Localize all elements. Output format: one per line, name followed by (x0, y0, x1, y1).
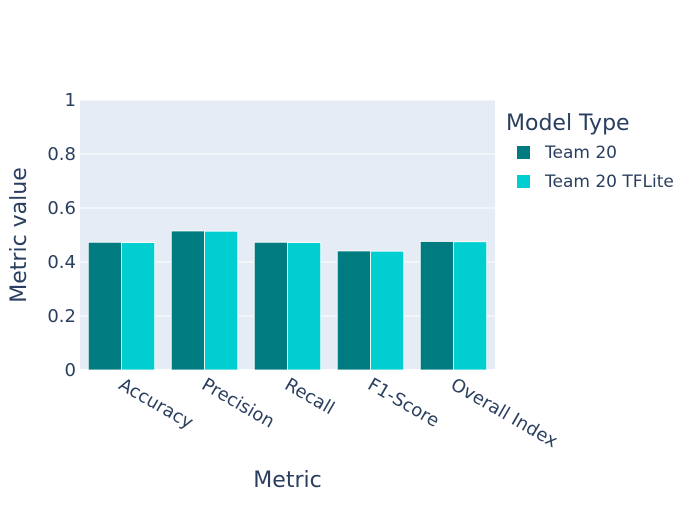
legend-swatch (517, 146, 530, 159)
bar (336, 250, 371, 371)
legend-swatch (517, 175, 530, 188)
y-tick-label: 0.2 (47, 306, 76, 327)
x-tick-label: Overall Index (447, 374, 561, 452)
y-tick-label: 0.8 (47, 144, 76, 165)
x-tick-label: Precision (198, 374, 278, 432)
x-axis-title: Metric (253, 468, 321, 493)
y-tick-label: 1 (65, 90, 76, 111)
bar (453, 241, 488, 371)
legend-label: Team 20 (544, 143, 617, 163)
legend: Model Type Team 20 Team 20 TFLite (506, 111, 674, 192)
bar (121, 242, 156, 371)
x-tick-label: F1-Score (364, 374, 443, 432)
bar (287, 242, 322, 371)
legend-items: Team 20 Team 20 TFLite (517, 143, 674, 192)
bars (87, 230, 488, 371)
legend-title: Model Type (506, 111, 630, 136)
y-tick-label: 0.6 (47, 198, 76, 219)
x-tick-label: Accuracy (115, 374, 197, 433)
y-tick-label: 0 (65, 360, 76, 381)
bar (419, 241, 454, 371)
legend-label: Team 20 TFLite (544, 172, 674, 192)
bar (170, 230, 205, 371)
y-axis-ticks: 0 0.2 0.4 0.6 0.8 1 (47, 90, 76, 381)
bar (370, 250, 405, 371)
bar (87, 241, 122, 371)
bar (204, 230, 239, 371)
bar (253, 241, 288, 371)
y-tick-label: 0.4 (47, 252, 76, 273)
x-tick-label: Recall (281, 374, 338, 419)
y-axis-title: Metric value (7, 167, 32, 302)
x-axis-ticks: Accuracy Precision Recall F1-Score Overall I… (115, 374, 561, 452)
